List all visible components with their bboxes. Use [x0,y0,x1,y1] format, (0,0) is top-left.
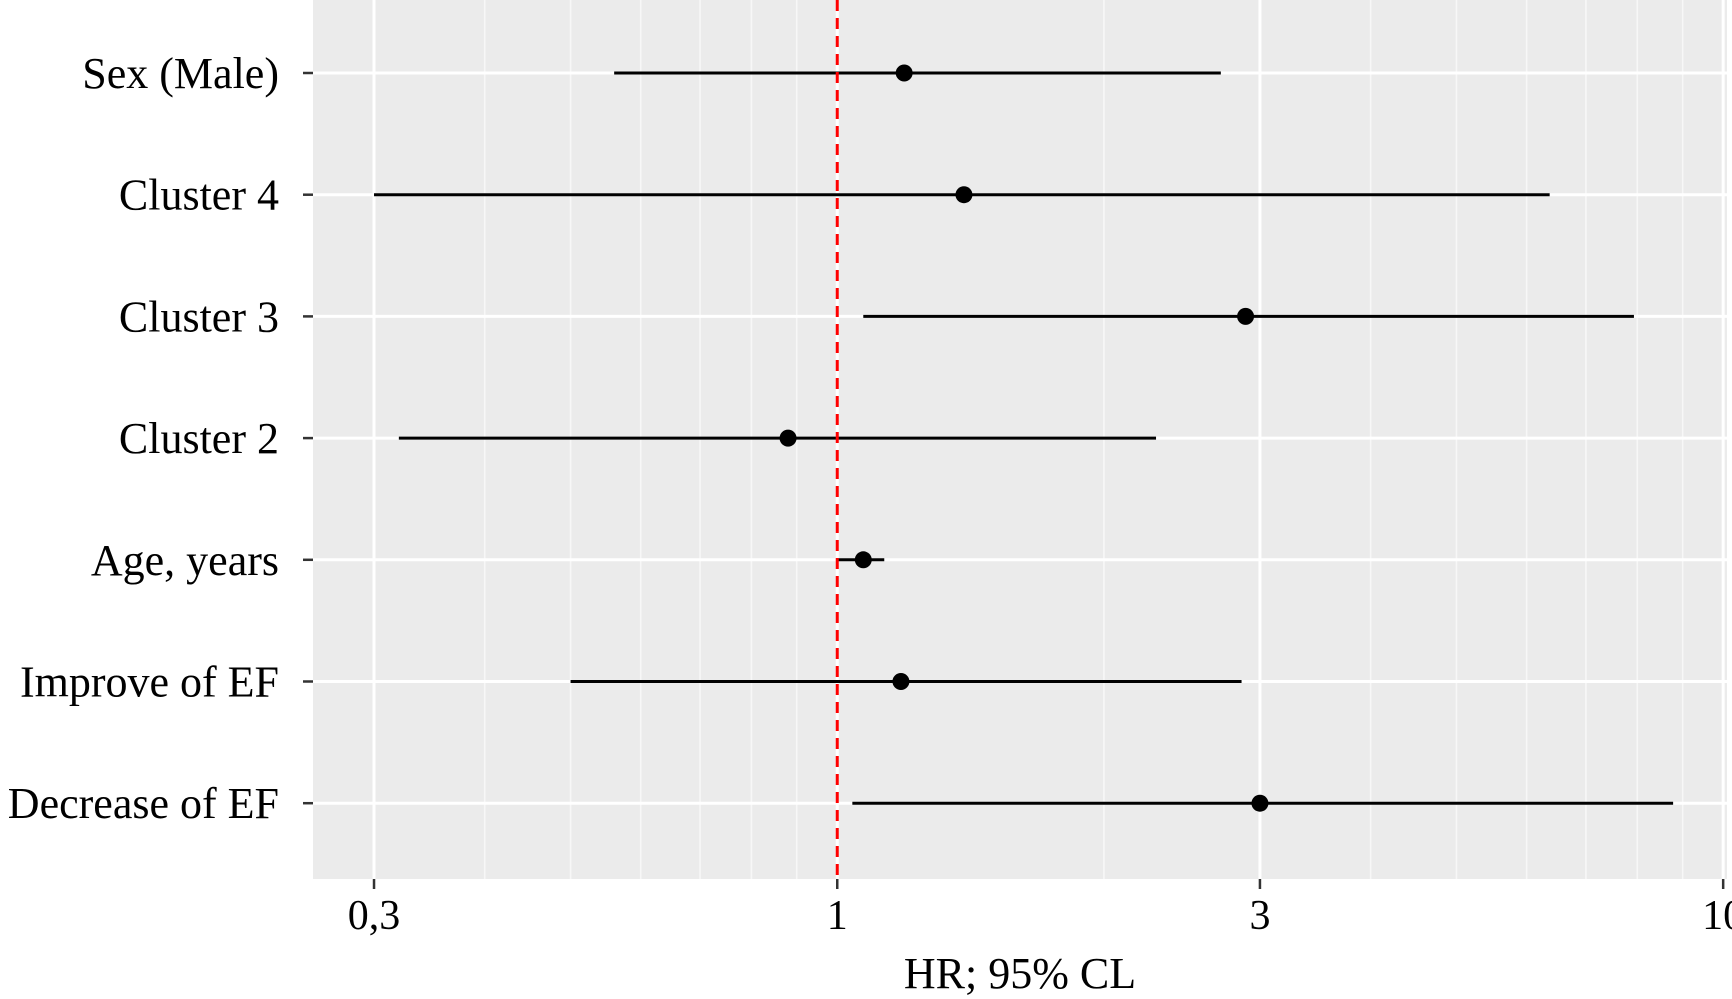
category-label: Sex (Male) [82,49,279,98]
y-axis-ticks [303,71,313,805]
x-axis-tick-labels: 0,3 1 3 10 [348,893,1732,939]
category-label: Age, years [91,536,279,585]
x-tick-label: 10 [1702,893,1732,939]
point-estimate [955,186,973,204]
x-tick-label: 0,3 [348,893,401,939]
x-axis-title: HR; 95% CL [904,949,1136,998]
category-label: Cluster 4 [119,171,279,220]
category-label: Decrease of EF [8,779,279,828]
point-estimate [892,673,910,690]
x-tick-label: 3 [1249,893,1270,939]
category-label: Cluster 3 [119,292,279,341]
y-axis-labels: Sex (Male) Cluster 4 Cluster 3 Cluster 2 Age… [8,49,279,828]
point-estimate [1237,307,1255,325]
category-label: Improve of EF [20,658,279,707]
point-estimate [1251,794,1269,812]
point-estimate [854,551,872,569]
point-estimate [779,429,797,447]
point-estimate [895,64,913,82]
point-estimates [779,64,1269,812]
x-axis-ticks [372,879,1725,889]
x-tick-label: 1 [827,893,848,939]
category-label: Cluster 2 [119,414,279,463]
